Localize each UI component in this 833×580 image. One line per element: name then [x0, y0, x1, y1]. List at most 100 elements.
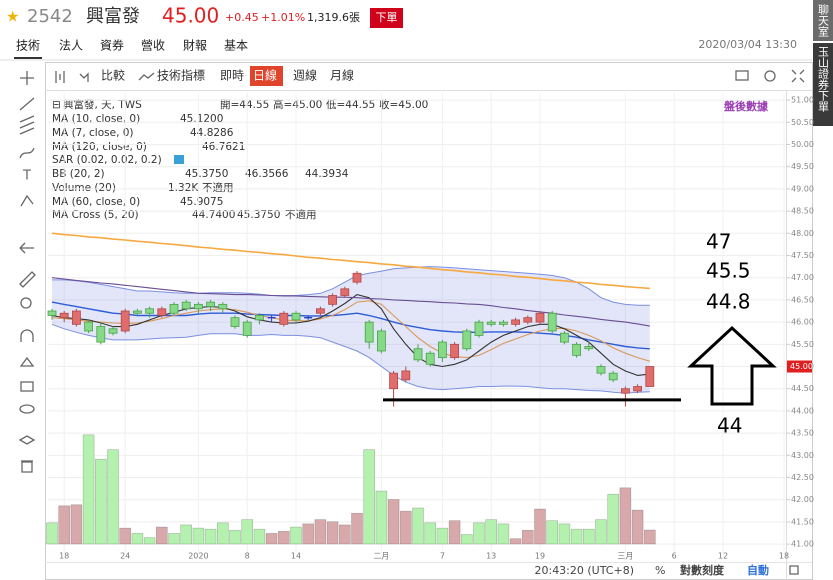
legend-value: 46.3566: [245, 168, 289, 180]
candle-body: [621, 388, 630, 394]
compare-icon[interactable]: [79, 72, 89, 82]
volume-bar: [277, 530, 290, 545]
volume-bar: [156, 526, 168, 545]
volume-bar: [497, 523, 510, 545]
indicator-icon[interactable]: [138, 72, 155, 81]
auto-scale-toggle[interactable]: 自動: [747, 563, 769, 577]
volume-bar: [424, 522, 437, 545]
volume: 1,319.6張: [307, 11, 360, 24]
volume-bar: [546, 520, 559, 545]
order-button-label[interactable]: 下單: [376, 11, 398, 24]
visibility-toggle[interactable]: [174, 155, 184, 164]
chat-tab-label[interactable]: 聊天室: [817, 3, 830, 37]
candle-body: [120, 310, 130, 332]
candle-body: [96, 326, 106, 343]
layers-tool[interactable]: [18, 435, 36, 445]
measure-tool[interactable]: [19, 271, 36, 288]
candle-body: [523, 317, 533, 323]
volume-bar: [582, 528, 595, 545]
volume-bar: [338, 524, 351, 545]
tab[interactable]: 基本: [224, 39, 248, 53]
fullscreen-icon[interactable]: [791, 69, 805, 83]
legend-item: BB (20, 2): [52, 168, 105, 180]
toolbar-item[interactable]: 技術指標: [157, 68, 205, 83]
candle-body: [145, 308, 155, 314]
zoom-tool[interactable]: [20, 297, 32, 309]
toolbar-item[interactable]: 比較: [101, 68, 125, 83]
candle-body: [425, 352, 435, 365]
camera-icon[interactable]: [735, 70, 749, 81]
visibility-tool[interactable]: [19, 404, 35, 414]
broker-tab-label[interactable]: 玉山證券下單: [817, 46, 830, 112]
tab[interactable]: 財報: [183, 38, 207, 53]
toolbar-item[interactable]: 即時: [220, 69, 244, 83]
y-tick-label: 44.00: [791, 406, 814, 415]
bar-type-icon[interactable]: [55, 71, 65, 83]
volume-bar: [143, 537, 156, 545]
settings-toggle[interactable]: [789, 565, 799, 575]
y-tick-label: 46.50: [791, 295, 814, 304]
legend-value: 44.7400: [192, 209, 235, 221]
volume-bar: [58, 505, 71, 545]
y-tick-label: 44.50: [791, 384, 814, 393]
tab[interactable]: 營收: [141, 39, 165, 53]
volume-bar: [351, 512, 363, 545]
ma-line: [51, 232, 650, 290]
legend-item: Volume (20): [52, 182, 116, 194]
settings-icon[interactable]: [764, 70, 776, 82]
volume-bar: [460, 534, 473, 545]
percent-toggle[interactable]: %: [655, 564, 665, 577]
back-tool[interactable]: [19, 242, 34, 254]
order-button[interactable]: [370, 8, 403, 28]
volume-bar: [70, 504, 83, 545]
candle-body: [364, 321, 374, 343]
y-tick-label: 42.50: [791, 473, 814, 482]
candle-body: [596, 366, 606, 374]
trash-tool[interactable]: [21, 460, 33, 473]
candle-body: [157, 308, 167, 316]
tab[interactable]: 法人: [59, 39, 83, 53]
lock-tool[interactable]: [20, 381, 34, 392]
chat-tab[interactable]: [813, 0, 833, 41]
volume-bar: [229, 529, 241, 545]
annotation-text: 44.8: [706, 290, 751, 314]
annotation-text: 44: [717, 414, 742, 438]
toolbar-item[interactable]: 日線: [253, 68, 277, 83]
legend-toggle[interactable]: ⊟: [52, 99, 61, 111]
y-tick-label: 42.00: [791, 495, 814, 504]
pattern-tool[interactable]: [20, 194, 34, 207]
candle-body: [193, 303, 203, 310]
tab[interactable]: 資券: [100, 38, 124, 53]
crosshair-tool[interactable]: [20, 71, 34, 85]
datetime: 2020/03/04 13:30: [698, 38, 797, 51]
tab[interactable]: 技術: [16, 39, 40, 53]
active-interval[interactable]: [250, 66, 283, 86]
bollinger-upper: [52, 266, 650, 306]
x-tick-label: 19: [535, 552, 545, 561]
line-tool[interactable]: [19, 97, 35, 111]
legend-item: MA Cross (5, 20): [52, 209, 139, 221]
toolbar: 比較 技術指標 即時 日線 週線 月線: [101, 68, 354, 83]
volume-bar: [302, 523, 315, 545]
favorite-star[interactable]: ★: [6, 8, 19, 26]
x-tick-label: 18: [59, 552, 69, 561]
candle-body: [645, 366, 655, 387]
toolbar-item[interactable]: 週線: [293, 68, 317, 83]
fib-tool[interactable]: [19, 115, 35, 135]
log-scale-toggle[interactable]: 對數刻度: [680, 563, 725, 577]
after-hours[interactable]: 盤後數據: [723, 99, 769, 113]
volume-bar: [619, 487, 632, 545]
candle-body: [254, 315, 264, 321]
broker-tab[interactable]: [813, 43, 833, 126]
legend: ⊟ 興富發, 天, TWS 開=44.55 高=45.00 低=44.55 收=…: [52, 98, 769, 221]
volume-bar: [473, 522, 485, 545]
candle-body: [84, 321, 93, 332]
annotation-text: 47: [706, 230, 731, 254]
brush-tool[interactable]: [19, 147, 35, 159]
x-tick-label: 12: [718, 552, 728, 561]
text-tool[interactable]: T: [22, 169, 31, 184]
toolbar-item[interactable]: 月線: [330, 68, 354, 83]
stay-tool[interactable]: [19, 356, 35, 367]
magnet-tool[interactable]: [20, 329, 34, 342]
candle-body: [132, 310, 142, 314]
